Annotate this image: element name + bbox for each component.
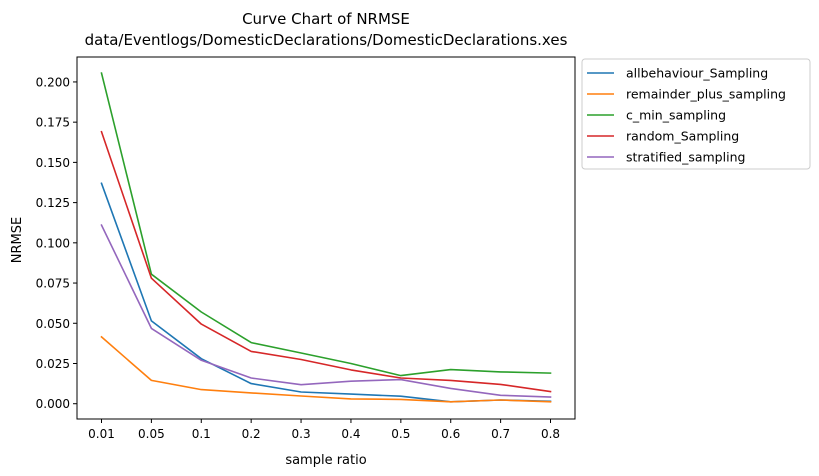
y-tick-label: 0.025	[36, 357, 70, 371]
series-line	[100, 224, 552, 398]
y-tick-label: 0.175	[36, 116, 70, 130]
legend-label: random_Sampling	[626, 129, 739, 144]
legend-label: allbehaviour_Sampling	[626, 66, 768, 81]
x-tick-label: 0.05	[138, 427, 165, 441]
x-tick-label: 0.5	[391, 427, 410, 441]
chart-subtitle: data/Eventlogs/DomesticDeclarations/Dome…	[85, 31, 568, 49]
x-axis: 0.01 0.05 0.1 0.2 0.3 0.4 0.5 0.6 0.7 0.8	[88, 419, 560, 441]
x-tick-label: 0.8	[541, 427, 560, 441]
series-lines	[100, 72, 552, 403]
series-line	[100, 130, 552, 393]
y-tick-label: 0.125	[36, 196, 70, 210]
y-tick-label: 0.200	[36, 75, 70, 89]
x-tick-label: 0.6	[441, 427, 460, 441]
y-tick-label: 0.000	[36, 397, 70, 411]
x-tick-label: 0.1	[192, 427, 211, 441]
y-tick-label: 0.150	[36, 156, 70, 170]
legend-frame	[581, 58, 811, 170]
x-tick-label: 0.3	[292, 427, 311, 441]
legend-label: stratified_sampling	[626, 150, 745, 165]
x-tick-label: 0.7	[491, 427, 510, 441]
legend-label: remainder_plus_sampling	[626, 87, 786, 102]
legend: allbehaviour_Sampling remainder_plus_samp…	[581, 58, 811, 170]
x-axis-label: sample ratio	[285, 453, 366, 468]
y-tick-label: 0.100	[36, 236, 70, 250]
chart-title: Curve Chart of NRMSE	[242, 10, 410, 28]
y-tick-label: 0.050	[36, 317, 70, 331]
x-tick-label: 0.01	[88, 427, 115, 441]
y-tick-label: 0.075	[36, 277, 70, 291]
series-line	[100, 72, 552, 377]
series-line	[100, 335, 552, 403]
x-tick-label: 0.2	[242, 427, 261, 441]
y-axis: 0.000 0.025 0.050 0.075 0.100 0.125 0.150 0.175…	[36, 75, 77, 411]
y-axis-label: NRMSE	[10, 217, 25, 263]
legend-label: c_min_sampling	[626, 108, 726, 123]
x-tick-label: 0.4	[341, 427, 360, 441]
